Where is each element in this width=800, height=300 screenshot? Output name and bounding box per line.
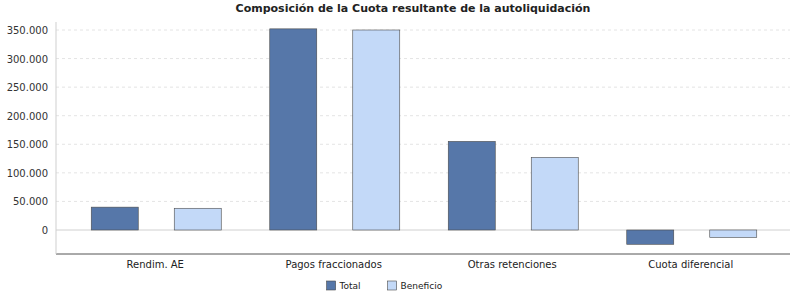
- legend-swatch: [327, 281, 336, 290]
- chart-svg: Composición de la Cuota resultante de la…: [0, 0, 800, 300]
- y-tick-label: 0: [42, 225, 48, 236]
- y-tick-label: 50.000: [13, 196, 48, 207]
- grid-line: [56, 230, 790, 231]
- bar: [627, 230, 674, 244]
- x-tick-label: Pagos fraccionados: [286, 259, 382, 270]
- bar: [531, 157, 578, 230]
- grid-line: [56, 87, 790, 88]
- x-tick-label: Otras retenciones: [468, 259, 557, 270]
- bars: [91, 29, 757, 244]
- legend-label: Total: [339, 281, 361, 291]
- grid-line: [56, 30, 790, 31]
- legend-label: Beneficio: [401, 281, 443, 291]
- y-tick-label: 100.000: [7, 168, 48, 179]
- bar: [710, 230, 757, 237]
- grid-line: [56, 201, 790, 202]
- y-tick-label: 350.000: [7, 25, 48, 36]
- y-axis-line: [56, 22, 57, 254]
- y-tick-label: 300.000: [7, 54, 48, 65]
- bar: [270, 29, 317, 230]
- grid-line: [56, 144, 790, 145]
- y-tick-label: 150.000: [7, 139, 48, 150]
- x-tick-label: Rendim. AE: [127, 259, 184, 270]
- legend: Total Beneficio: [327, 281, 443, 291]
- y-tick-label: 250.000: [7, 82, 48, 93]
- bar: [353, 30, 400, 230]
- grid-line: [56, 58, 790, 59]
- chart-container: Composición de la Cuota resultante de la…: [0, 0, 800, 300]
- bar: [448, 141, 495, 230]
- x-axis-line: [56, 254, 790, 255]
- grid-line: [56, 115, 790, 116]
- bar: [174, 208, 221, 230]
- y-tick-label: 200.000: [7, 111, 48, 122]
- chart-title: Composición de la Cuota resultante de la…: [236, 2, 591, 15]
- legend-swatch: [388, 281, 397, 290]
- x-tick-label: Cuota diferencial: [648, 259, 733, 270]
- grid-line: [56, 172, 790, 173]
- bar: [91, 207, 138, 230]
